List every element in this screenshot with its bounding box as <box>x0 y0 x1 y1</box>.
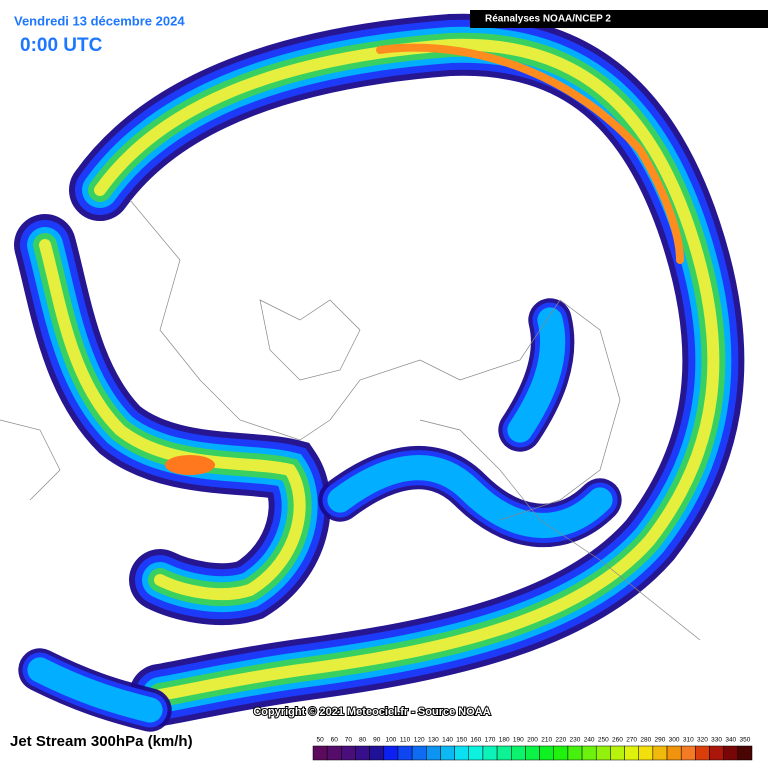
scale-swatch <box>737 745 753 761</box>
scale-swatch <box>426 745 441 761</box>
scale-label: 300 <box>669 737 680 744</box>
coastlines <box>0 199 701 641</box>
scale-label: 80 <box>359 737 367 744</box>
jet-band <box>94 38 720 701</box>
scale-swatch <box>369 745 385 761</box>
scale-swatch <box>355 745 370 761</box>
scale-swatch <box>666 745 682 761</box>
scale-swatch <box>383 745 399 761</box>
scale-label: 160 <box>470 737 481 744</box>
color-scale: 50 60 70 80 90 100 110 120 130 140 150 160 170 180 190… <box>312 737 753 761</box>
copyright: Copyright © 2021 Meteociel.fr - Source N… <box>253 706 490 718</box>
scale-label: 60 <box>331 737 339 744</box>
scale-label: 240 <box>584 737 595 744</box>
scale-swatch <box>411 745 427 761</box>
scale-swatch <box>567 745 583 761</box>
scale-label: 270 <box>626 737 637 744</box>
scale-swatch <box>553 745 569 761</box>
scale-swatch <box>709 745 724 761</box>
scale-swatch <box>539 745 554 761</box>
scale-swatch <box>610 745 625 761</box>
scale-swatch <box>341 745 356 761</box>
scale-swatch <box>680 745 696 761</box>
scale-label: 310 <box>683 737 694 744</box>
scale-label: 330 <box>711 737 722 744</box>
scale-swatch <box>468 745 484 761</box>
scale-label: 100 <box>385 737 396 744</box>
source-box <box>470 10 768 28</box>
scale-label: 90 <box>373 737 381 744</box>
scale-label: 150 <box>456 737 467 744</box>
scale-label: 290 <box>655 737 666 744</box>
jet-band <box>327 455 613 538</box>
scale-label: 350 <box>739 737 750 744</box>
scale-label: 200 <box>527 737 538 744</box>
scale-label: 190 <box>513 737 524 744</box>
scale-swatch <box>652 745 668 761</box>
scale-swatch <box>595 745 611 761</box>
scale-label: 180 <box>499 737 510 744</box>
time-label: 0:00 UTC <box>20 35 103 56</box>
scale-label: 170 <box>485 737 496 744</box>
scale-label: 340 <box>725 737 736 744</box>
footer-title: Jet Stream 300hPa (km/h) <box>10 733 193 750</box>
scale-swatch <box>638 745 654 761</box>
jet-core <box>165 455 215 475</box>
scale-swatch <box>695 745 710 761</box>
scale-label: 70 <box>345 737 353 744</box>
jet-stream <box>14 13 745 732</box>
jet-band <box>507 307 566 443</box>
scale-label: 140 <box>442 737 453 744</box>
scale-swatch <box>723 745 739 761</box>
scale-label: 320 <box>697 737 708 744</box>
scale-swatch <box>312 745 328 761</box>
scale-label: 50 <box>316 737 324 744</box>
jet-band <box>39 239 306 601</box>
scale-label: 120 <box>414 737 425 744</box>
scale-swatch <box>511 745 526 761</box>
scale-label: 220 <box>555 737 566 744</box>
jet-band <box>27 657 163 723</box>
scale-label: 260 <box>612 737 623 744</box>
date-label: Vendredi 13 décembre 2024 <box>14 13 185 28</box>
scale-swatch <box>440 745 455 761</box>
scale-swatch <box>482 745 498 761</box>
scale-swatch <box>454 745 470 761</box>
scale-label: 210 <box>541 737 552 744</box>
scale-swatch <box>326 745 342 761</box>
jet-core <box>376 43 684 264</box>
scale-swatch <box>624 745 639 761</box>
scale-label: 130 <box>428 737 439 744</box>
scale-swatch <box>496 745 512 761</box>
source-label: Réanalyses NOAA/NCEP 2 <box>485 14 611 25</box>
scale-label: 250 <box>598 737 609 744</box>
scale-swatch <box>581 745 597 761</box>
scale-label: 230 <box>570 737 581 744</box>
scale-label: 110 <box>400 737 411 744</box>
scale-label: 280 <box>640 737 651 744</box>
scale-swatch <box>525 745 540 761</box>
scale-swatch <box>397 745 413 761</box>
